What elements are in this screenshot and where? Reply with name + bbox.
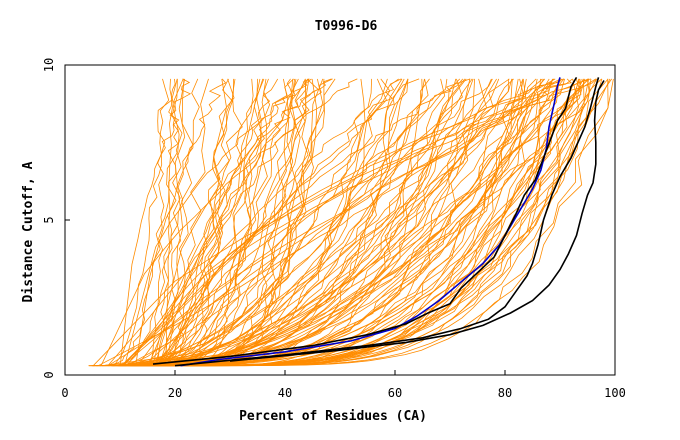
background-model-line — [111, 78, 582, 367]
background-model-line — [172, 78, 541, 367]
chart-title: T0996-D6 — [315, 19, 378, 34]
background-model-line — [108, 78, 590, 367]
x-tick-label: 100 — [604, 386, 626, 400]
background-model-line — [126, 78, 493, 367]
background-model-line — [141, 78, 514, 367]
background-model-line — [121, 78, 294, 366]
background-model-line — [151, 78, 319, 367]
background-model-line — [132, 78, 267, 367]
highlight-model-curves — [152, 76, 605, 367]
x-tick-label: 40 — [278, 386, 292, 400]
y-tick-label: 10 — [42, 58, 56, 72]
background-model-line — [147, 78, 312, 366]
highlight-line-model-black-3 — [229, 80, 605, 362]
background-model-line — [128, 78, 388, 367]
y-tick-label: 0 — [42, 371, 56, 378]
background-model-line — [102, 78, 430, 367]
x-axis-label: Percent of Residues (CA) — [239, 409, 427, 424]
axis-ticks: 0 20 40 60 80 100 0 5 10 — [42, 58, 626, 400]
background-model-line — [125, 78, 254, 367]
background-model-line — [170, 78, 262, 367]
background-model-line — [150, 78, 234, 367]
background-model-line — [135, 78, 227, 366]
background-model-line — [150, 78, 173, 366]
background-model-curves — [88, 78, 614, 367]
background-model-line — [116, 78, 200, 367]
background-model-line — [147, 78, 336, 367]
background-model-line — [139, 78, 611, 367]
background-model-line — [174, 78, 585, 367]
highlight-line-model-black-1 — [152, 76, 578, 365]
background-model-line — [165, 78, 179, 366]
background-model-line — [118, 78, 457, 367]
background-model-line — [158, 78, 279, 366]
x-tick-label: 0 — [61, 386, 68, 400]
background-model-line — [157, 78, 528, 367]
background-model-line — [130, 78, 372, 367]
background-model-line — [89, 78, 580, 367]
background-model-line — [143, 78, 573, 366]
background-model-line — [99, 78, 265, 367]
background-model-line — [124, 78, 448, 367]
background-model-line — [111, 78, 497, 367]
background-model-line — [135, 78, 463, 367]
background-model-line — [163, 78, 183, 367]
y-tick-label: 5 — [42, 216, 56, 223]
background-model-line — [100, 78, 358, 366]
background-model-line — [167, 78, 409, 367]
background-model-line — [121, 78, 399, 366]
background-model-line — [160, 78, 233, 366]
background-model-line — [129, 78, 500, 367]
background-model-line — [161, 78, 271, 367]
highlight-line-model-black-2 — [174, 77, 600, 367]
background-model-line — [137, 78, 423, 367]
background-model-line — [129, 78, 597, 367]
background-model-line — [120, 78, 565, 367]
background-model-line — [121, 78, 582, 367]
background-model-line — [113, 78, 561, 367]
background-model-line — [91, 78, 184, 367]
y-axis-label: Distance Cutoff, A — [21, 161, 36, 302]
background-model-line — [107, 78, 464, 367]
background-model-line — [119, 78, 192, 366]
background-model-line — [164, 78, 613, 367]
background-model-line — [154, 78, 293, 366]
x-tick-label: 60 — [388, 386, 402, 400]
background-model-line — [169, 78, 609, 367]
background-model-line — [138, 78, 554, 367]
background-model-line — [155, 78, 572, 366]
background-model-line — [148, 78, 519, 367]
x-tick-label: 80 — [498, 386, 512, 400]
x-tick-label: 20 — [168, 386, 182, 400]
background-model-line — [164, 78, 524, 367]
background-model-line — [122, 78, 589, 367]
background-model-line — [99, 78, 592, 367]
background-model-line — [161, 78, 471, 366]
background-model-line — [158, 78, 243, 367]
background-model-line — [92, 78, 591, 366]
background-model-line — [141, 78, 537, 367]
background-model-line — [110, 78, 513, 367]
background-model-line — [155, 78, 461, 367]
background-model-line — [171, 78, 614, 367]
background-model-line — [92, 78, 403, 367]
background-model-line — [107, 78, 333, 366]
background-model-line — [113, 78, 170, 366]
